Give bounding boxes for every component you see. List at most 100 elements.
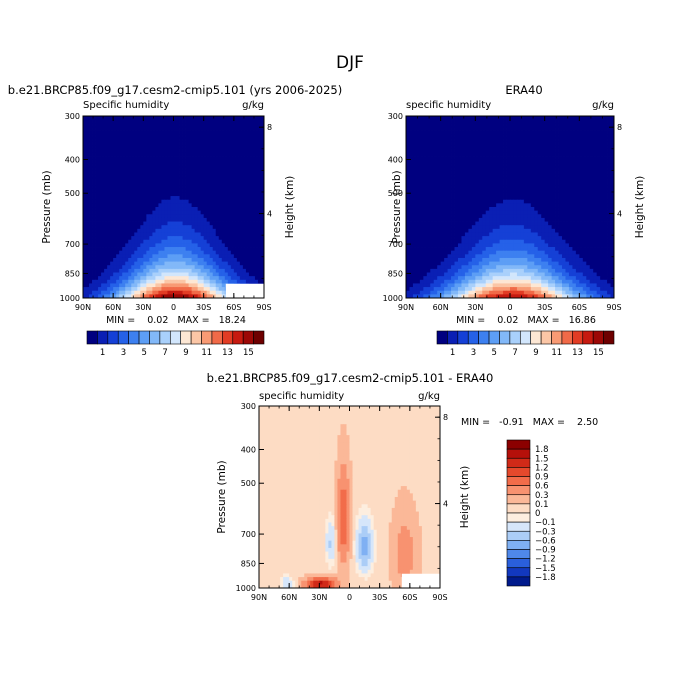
field-cell [155, 228, 159, 233]
field-cell [548, 116, 552, 121]
field-cell [593, 166, 598, 171]
field-cell [188, 156, 192, 161]
field-cell [134, 276, 138, 281]
field-cell [593, 210, 598, 215]
field-cell [464, 145, 469, 150]
field-cell [607, 181, 611, 186]
field-cell [478, 126, 483, 131]
field-cell [173, 250, 177, 255]
field-cell [137, 116, 141, 121]
field-cell [562, 214, 566, 219]
field-cell [200, 232, 205, 237]
field-cell [182, 196, 186, 201]
field-cell [104, 174, 108, 179]
field-cell [610, 188, 615, 193]
field-cell [534, 199, 539, 204]
field-cell [516, 221, 521, 226]
field-cell [164, 177, 168, 182]
field-cell [610, 163, 615, 168]
field-cell [209, 166, 214, 171]
field-cell [513, 203, 518, 208]
field-cell [116, 228, 120, 233]
field-cell [485, 156, 490, 161]
field-cell [104, 148, 108, 153]
field-cell [423, 199, 428, 204]
field-cell [230, 268, 235, 273]
field-cell [423, 203, 428, 208]
field-cell [233, 188, 238, 193]
field-cell [257, 214, 262, 219]
field-cell [468, 192, 473, 197]
field-cell [152, 247, 156, 252]
field-cell [607, 192, 611, 197]
field-cell [471, 188, 476, 193]
field-cell [221, 134, 226, 139]
field-cell [468, 199, 473, 204]
field-cell [149, 276, 153, 281]
field-cell [496, 145, 500, 150]
field-cell [122, 203, 126, 208]
field-cell [197, 217, 202, 222]
field-cell [239, 247, 244, 252]
field-cell [416, 145, 421, 150]
field-cell [242, 152, 247, 157]
field-cell [236, 163, 241, 168]
field-cell [215, 185, 220, 190]
field-cell [568, 148, 573, 153]
field-cell [558, 174, 563, 179]
field-cell [451, 199, 455, 204]
field-cell [161, 137, 165, 142]
field-cell [251, 141, 256, 146]
field-cell [197, 126, 202, 131]
field-cell [86, 265, 90, 270]
field-cell [492, 119, 497, 124]
field-cell [158, 272, 162, 277]
field-cell [209, 199, 214, 204]
field-cell [191, 232, 196, 237]
field-cell [185, 217, 189, 222]
field-cell [419, 188, 424, 193]
field-cell [503, 166, 507, 171]
field-cell [149, 119, 153, 124]
field-cell [260, 210, 265, 215]
field-cell [176, 116, 180, 121]
field-cell [530, 148, 535, 153]
field-cell [152, 250, 156, 255]
field-cell [116, 279, 120, 284]
field-cell [260, 130, 265, 135]
field-cell [206, 145, 211, 150]
field-cell [212, 250, 217, 255]
field-cell [496, 221, 500, 226]
field-cell [251, 228, 256, 233]
field-cell [430, 159, 435, 164]
field-cell [215, 268, 220, 273]
x-tick-label: 90N [75, 303, 91, 312]
field-cell [146, 214, 150, 219]
field-cell [600, 188, 604, 193]
field-cell [176, 221, 180, 226]
field-cell [582, 116, 587, 121]
field-cell [140, 283, 144, 288]
field-cell [221, 247, 226, 252]
field-cell [251, 192, 256, 197]
field-cell [506, 214, 511, 219]
field-cell [128, 239, 132, 244]
field-cell [607, 123, 611, 128]
field-cell [101, 228, 105, 233]
field-cell [185, 174, 189, 179]
field-cell [191, 221, 196, 226]
field-cell [239, 265, 244, 270]
field-cell [116, 221, 120, 226]
field-cell [113, 163, 117, 168]
field-cell [444, 123, 448, 128]
field-cell [541, 210, 546, 215]
field-cell [218, 236, 223, 241]
field-cell [191, 196, 196, 201]
field-cell [140, 177, 144, 182]
field-cell [506, 159, 511, 164]
field-cell [254, 134, 259, 139]
field-cell [248, 137, 253, 142]
field-cell [200, 228, 205, 233]
field-cell [551, 185, 556, 190]
field-cell [125, 268, 129, 273]
